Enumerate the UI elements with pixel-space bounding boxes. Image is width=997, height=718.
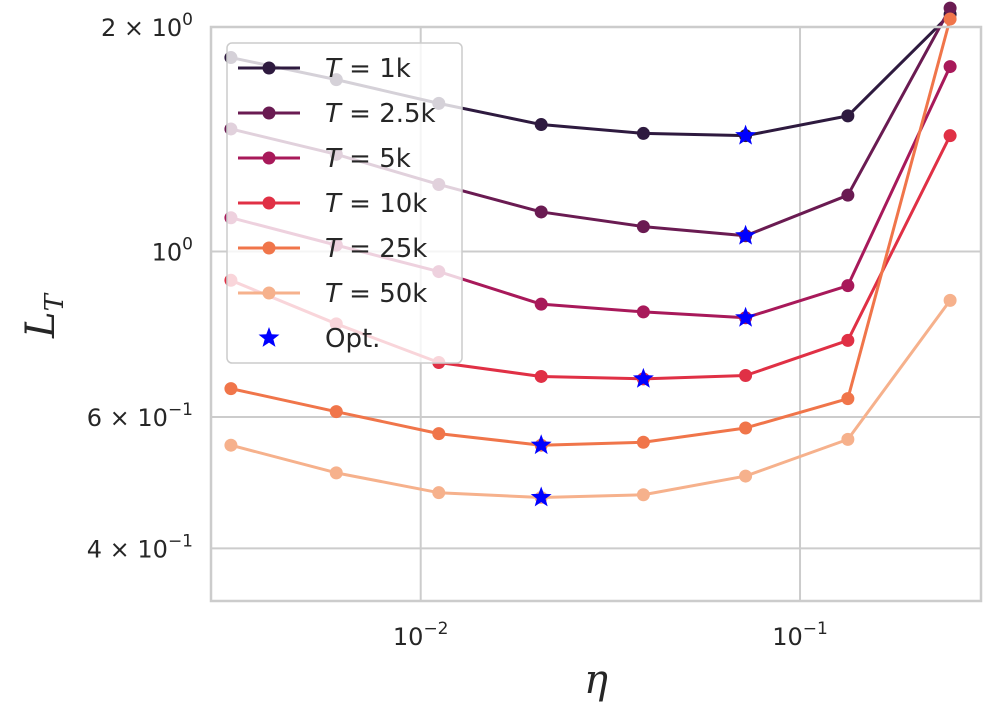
- data-point: [432, 427, 446, 441]
- legend-item: T = 10k: [238, 189, 427, 219]
- data-point: [943, 60, 957, 74]
- plot-frame: [209, 25, 983, 603]
- optimum-star: [735, 306, 757, 327]
- data-point: [841, 333, 855, 347]
- data-point: [943, 129, 957, 143]
- y-tick-label: 100: [152, 235, 193, 267]
- legend-label: T = 50k: [325, 279, 427, 309]
- data-point: [841, 432, 855, 446]
- series-5: [224, 293, 957, 504]
- legend-label: T = 10k: [325, 189, 427, 219]
- data-point: [329, 405, 343, 419]
- legend-item: T = 25k: [238, 234, 427, 264]
- data-point: [841, 279, 855, 293]
- data-point: [432, 486, 446, 500]
- series-line: [230, 299, 952, 499]
- data-point: [943, 1, 957, 15]
- data-point: [739, 469, 753, 483]
- y-tick-label: 2 × 100: [101, 10, 193, 42]
- y-tick-label: 6 × 10−1: [87, 400, 193, 432]
- optimum-markers: [530, 124, 757, 507]
- data-point: [841, 392, 855, 406]
- legend-item: Opt.: [258, 324, 380, 354]
- legend-label: Opt.: [325, 324, 380, 354]
- legend-item: T = 1k: [238, 54, 411, 84]
- data-point: [636, 126, 650, 140]
- optimum-star: [530, 434, 552, 455]
- legend-marker: [262, 151, 276, 165]
- legend-label: T = 25k: [325, 234, 427, 264]
- legend-box: [226, 42, 463, 364]
- optimum-star: [632, 367, 654, 388]
- y-tick-labels: 2 × 100 100 6 × 10−1 4 × 10−1: [87, 10, 193, 563]
- legend-item: T = 50k: [238, 279, 427, 309]
- data-point: [224, 438, 238, 452]
- legend-marker: [262, 61, 276, 75]
- data-point: [534, 205, 548, 219]
- data-point: [636, 220, 650, 234]
- legend-item: T = 5k: [238, 144, 411, 174]
- data-point: [943, 293, 957, 307]
- x-axis-label: η: [584, 657, 608, 703]
- data-point: [841, 109, 855, 123]
- x-tick-labels: 10−2 10−1: [393, 619, 828, 651]
- legend-marker: [262, 241, 276, 255]
- x-tick-label: 10−2: [393, 619, 449, 651]
- data-point: [329, 466, 343, 480]
- legend-star-icon: [258, 327, 280, 347]
- legend-marker: [262, 106, 276, 120]
- series-line: [230, 18, 952, 447]
- optimum-star: [530, 486, 552, 507]
- data-point: [534, 369, 548, 383]
- legend-label: T = 2.5k: [325, 99, 436, 129]
- y-axis-label: LT: [18, 292, 70, 339]
- data-point: [534, 297, 548, 311]
- data-point: [636, 305, 650, 319]
- optimum-star: [735, 124, 757, 145]
- data-point: [841, 188, 855, 202]
- optimum-star: [735, 224, 757, 245]
- data-point: [636, 435, 650, 449]
- legend: T = 1k T = 2.5k T = 5k T = 10k T = 25k T = 50…: [226, 42, 463, 364]
- y-tick-label: 4 × 10−1: [87, 531, 193, 563]
- x-tick-label: 10−1: [772, 619, 828, 651]
- data-point: [739, 421, 753, 435]
- data-point: [739, 369, 753, 383]
- legend-label: T = 5k: [325, 144, 411, 174]
- data-point: [534, 118, 548, 132]
- legend-marker: [262, 196, 276, 210]
- data-point: [636, 488, 650, 502]
- data-point: [943, 12, 957, 26]
- data-point: [224, 382, 238, 396]
- legend-label: T = 1k: [325, 54, 411, 84]
- legend-item: T = 2.5k: [238, 99, 436, 129]
- legend-marker: [262, 286, 276, 300]
